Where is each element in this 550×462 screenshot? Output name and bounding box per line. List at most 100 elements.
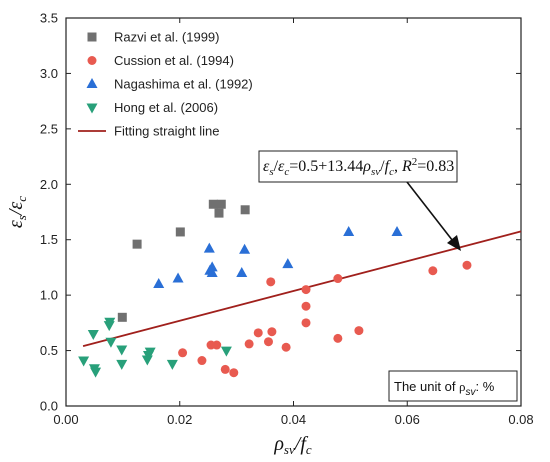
data-points-layer (78, 199, 472, 378)
data-point-triangle-up (206, 261, 218, 272)
data-point-circle (178, 348, 188, 358)
legend-swatch-circle (87, 56, 97, 65)
y-tick-label: 2.0 (40, 177, 58, 192)
data-point-square (117, 312, 127, 322)
data-point-circle (281, 342, 291, 352)
unit-prefix: The unit of (394, 379, 459, 394)
unit-text: The unit of ρsv: % (394, 379, 495, 398)
data-point-triangle-up (203, 242, 215, 253)
annotation-arrow (406, 181, 461, 251)
data-point-circle (266, 277, 276, 287)
data-point-triangle-up (206, 266, 218, 277)
x-tick-label: 0.02 (167, 412, 192, 427)
data-point-triangle-down (78, 356, 90, 367)
eq-c-sub2: c (389, 166, 394, 178)
axis-ticks (65, 17, 522, 407)
x-axis-slash: / (294, 433, 303, 455)
data-point-triangle-down (220, 346, 232, 357)
data-point-triangle-down (116, 345, 128, 356)
eq-rho: ρ (362, 158, 371, 175)
x-axis-rho-sub: sv (284, 442, 295, 457)
eq-slash2: / (380, 158, 385, 175)
eq-sv-sub: sv (371, 166, 380, 178)
legend-label: Nagashima et al. (1992) (114, 77, 253, 92)
data-point-circle (229, 368, 239, 378)
data-point-triangle-up (153, 278, 165, 289)
data-point-circle (333, 274, 343, 284)
data-point-circle (301, 285, 311, 295)
legend-swatch-triangle-up (86, 78, 98, 88)
data-point-triangle-up (239, 243, 251, 254)
y-axis-s-sub: s (14, 215, 29, 220)
y-axis-eps-c: ε (5, 202, 27, 210)
x-tick-label: 0.04 (281, 412, 306, 427)
eq-mid: =0.5+13.44 (289, 158, 363, 175)
legend-label: Razvi et al. (1999) (114, 30, 220, 45)
data-point-circle (263, 337, 273, 347)
eq-eps-s: ε (263, 158, 270, 175)
data-point-square (132, 239, 142, 249)
eq-c-sub: c (284, 166, 289, 178)
data-point-circle (220, 364, 230, 374)
data-point-triangle-down (104, 317, 116, 328)
data-point-triangle-down (90, 367, 102, 378)
x-axis-rho: ρ (273, 433, 284, 455)
y-tick-label: 1.5 (40, 232, 58, 247)
eq-eps-c: ε (278, 158, 285, 175)
y-axis-c-sub: c (14, 196, 29, 202)
data-point-triangle-up (391, 225, 403, 236)
legend-swatch-square (87, 32, 97, 42)
y-tick-label: 3.0 (40, 66, 58, 81)
data-point-circle (301, 318, 311, 328)
eq-s-sub: s (269, 166, 273, 178)
data-point-triangle-up (343, 225, 355, 236)
y-axis-slash: / (5, 207, 27, 216)
x-axis-title: ρsv/fc (273, 433, 312, 457)
x-tick-label: 0.08 (508, 412, 533, 427)
eq-slash1: / (274, 158, 279, 175)
data-point-circle (462, 260, 472, 270)
eq-r: R (401, 158, 412, 175)
data-point-triangle-up (236, 266, 248, 277)
eq-sup: 2 (412, 156, 418, 168)
equation-box (258, 150, 458, 183)
data-point-circle (428, 266, 438, 276)
data-point-triangle-up (282, 258, 294, 269)
y-tick-label: 1.0 (40, 288, 58, 303)
equation-text: εs/εc=0.5+13.44ρsv/fc, R2=0.83 (263, 156, 454, 178)
data-point-circle (244, 339, 254, 349)
y-tick-label: 0.0 (40, 399, 58, 414)
x-axis-f: f (300, 433, 308, 455)
legend-label: Cussion et al. (1994) (114, 53, 234, 68)
data-point-circle (354, 326, 364, 336)
legend-label: Fitting straight line (114, 124, 220, 139)
data-point-square (240, 205, 250, 215)
eq-f: f (385, 158, 392, 175)
x-tick-label: 0.00 (53, 412, 78, 427)
data-point-circle (253, 328, 263, 338)
data-point-triangle-down (166, 359, 178, 370)
data-point-circle (197, 356, 207, 366)
unit-suffix: : % (476, 379, 495, 394)
eq-r-val: =0.83 (417, 158, 454, 175)
data-point-triangle-down (142, 351, 154, 362)
data-point-circle (212, 340, 222, 350)
data-point-triangle-down (105, 337, 117, 348)
plot-area (65, 17, 522, 407)
unit-box (388, 370, 518, 402)
data-point-square (216, 199, 226, 209)
legend-label: Hong et al. (2006) (114, 100, 218, 115)
data-point-triangle-down (116, 359, 128, 370)
unit-sub: sv (466, 387, 477, 398)
y-tick-label: 0.5 (40, 343, 58, 358)
unit-rho: ρ (459, 379, 466, 394)
data-point-square (208, 199, 218, 209)
data-point-square (175, 227, 185, 237)
y-tick-label: 2.5 (40, 121, 58, 136)
y-axis-eps-s: ε (5, 220, 27, 228)
y-tick-label: 3.5 (40, 11, 58, 26)
data-point-circle (333, 333, 343, 343)
data-point-circle (301, 301, 311, 311)
eq-comma: , (394, 158, 402, 175)
